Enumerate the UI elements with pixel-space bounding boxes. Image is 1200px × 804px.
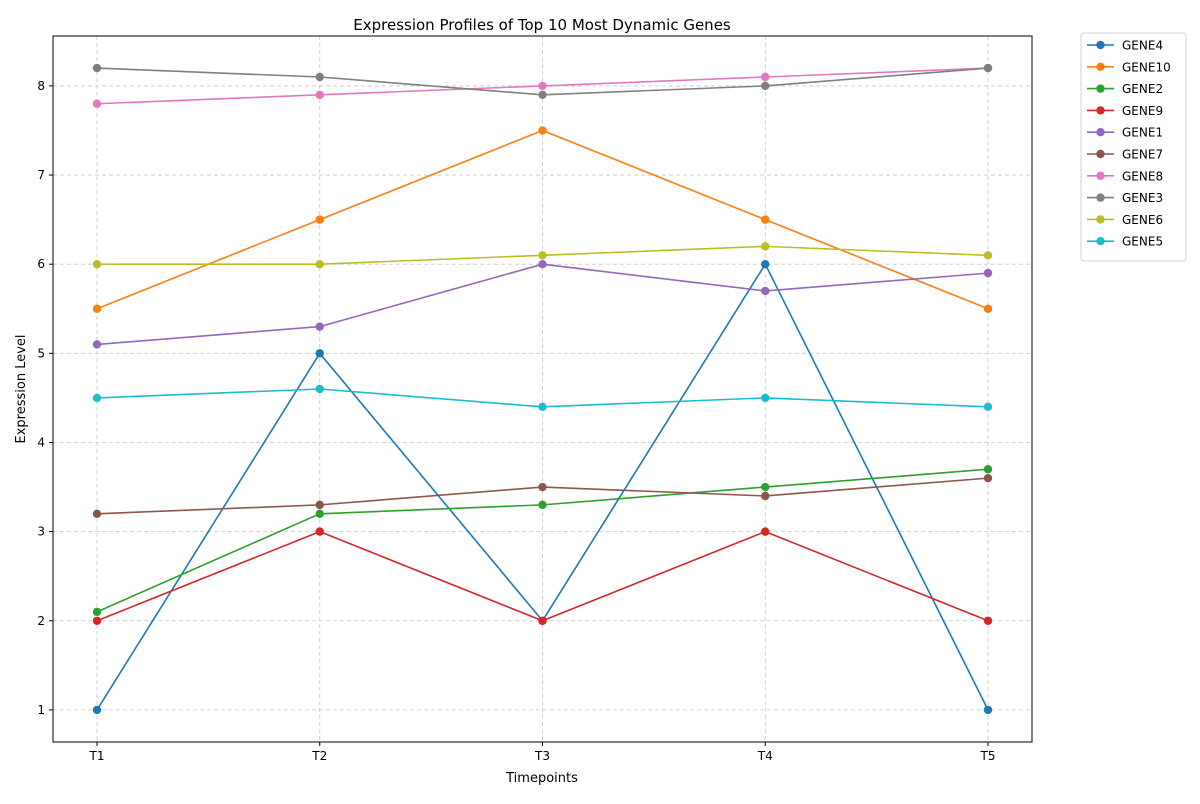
series-gene2: [92, 465, 993, 617]
data-point-gene10: [983, 304, 993, 313]
data-point-gene10: [761, 215, 770, 224]
legend-label-gene6: GENE6: [1122, 213, 1163, 227]
legend-frame: [1080, 32, 1187, 262]
x-tick-label: T1: [89, 749, 105, 763]
x-tick-label: T2: [311, 749, 327, 763]
data-point-gene7: [315, 500, 324, 510]
series-gene5: [92, 384, 993, 412]
data-point-gene9: [538, 616, 547, 625]
chart-title: Expression Profiles of Top 10 Most Dynam…: [353, 16, 731, 34]
data-point-gene6: [538, 251, 547, 260]
y-tick-label: 5: [37, 346, 45, 360]
legend-marker-gene5: [1096, 237, 1105, 246]
data-point-gene4: [761, 260, 770, 269]
data-point-gene3: [92, 63, 102, 73]
legend-label-gene5: GENE5: [1122, 235, 1163, 249]
legend-marker-gene2: [1096, 84, 1105, 93]
data-point-gene4: [92, 705, 102, 715]
legend-label-gene9: GENE9: [1122, 104, 1163, 118]
data-point-gene5: [538, 402, 547, 412]
data-point-gene5: [761, 393, 770, 403]
legend-label-gene4: GENE4: [1122, 39, 1163, 53]
data-point-gene6: [983, 251, 993, 260]
legend-marker-gene8: [1096, 171, 1105, 180]
y-tick-label: 1: [37, 703, 45, 717]
data-point-gene9: [761, 527, 770, 536]
legend-marker-gene3: [1096, 193, 1105, 202]
data-point-gene10: [315, 215, 324, 224]
series-gene6: [92, 242, 993, 269]
legend: GENE4 GENE10 GENE2 GENE9 GENE1 GENE7 GENE8 GENE…: [1080, 32, 1187, 262]
series-gene9: [92, 527, 993, 625]
x-tick-label: T3: [534, 749, 550, 763]
y-tick-label: 6: [37, 257, 45, 271]
legend-label-gene2: GENE2: [1122, 82, 1163, 96]
data-point-gene8: [315, 90, 324, 100]
legend-marker-gene9: [1096, 106, 1105, 115]
data-point-gene5: [315, 384, 324, 394]
data-point-gene1: [983, 268, 993, 278]
legend-marker-gene7: [1096, 149, 1105, 159]
data-point-gene6: [92, 260, 102, 269]
data-point-gene7: [983, 473, 993, 483]
legend-label-gene3: GENE3: [1122, 191, 1163, 205]
x-axis-label: Timepoints: [505, 771, 578, 786]
legend-marker-gene10: [1096, 62, 1105, 71]
data-point-gene5: [983, 402, 993, 412]
legend-label-gene1: GENE1: [1122, 126, 1163, 140]
y-tick-label: 8: [37, 79, 45, 93]
x-axis: T1 T2 T3 T4 T5: [89, 742, 996, 763]
data-point-gene7: [92, 509, 102, 518]
data-point-gene5: [92, 393, 102, 403]
data-point-gene1: [538, 260, 547, 269]
y-axis-label: Expression Level: [14, 334, 29, 443]
series-gene7: [92, 473, 993, 518]
data-point-gene3: [761, 81, 770, 91]
data-point-gene8: [761, 72, 770, 82]
data-point-gene7: [538, 482, 547, 492]
data-point-gene10: [538, 126, 547, 135]
legend-label-gene7: GENE7: [1122, 148, 1163, 162]
y-tick-label: 3: [37, 525, 45, 539]
y-tick-label: 2: [37, 614, 45, 628]
data-point-gene2: [761, 482, 770, 492]
series-layer: [92, 63, 993, 715]
legend-label-gene8: GENE8: [1122, 169, 1163, 183]
data-point-gene1: [315, 322, 324, 331]
data-point-gene8: [92, 99, 102, 108]
grid: [53, 36, 1032, 742]
data-point-gene2: [92, 607, 102, 617]
data-point-gene7: [761, 491, 770, 501]
data-point-gene2: [983, 465, 993, 474]
data-point-gene3: [538, 90, 547, 100]
data-point-gene1: [92, 340, 102, 349]
data-point-gene10: [92, 304, 102, 313]
data-point-gene6: [315, 260, 324, 269]
series-gene1: [92, 260, 993, 349]
legend-marker-gene6: [1096, 215, 1105, 224]
y-tick-label: 4: [37, 435, 45, 449]
data-point-gene3: [315, 72, 324, 82]
data-point-gene4: [315, 349, 324, 358]
data-point-gene8: [538, 81, 547, 91]
legend-label-gene10: GENE10: [1122, 60, 1171, 74]
legend-marker-gene4: [1096, 40, 1105, 50]
data-point-gene2: [538, 500, 547, 510]
data-point-gene6: [761, 242, 770, 251]
data-point-gene2: [315, 509, 324, 518]
data-point-gene9: [92, 616, 102, 625]
legend-marker-gene1: [1096, 128, 1105, 137]
data-point-gene9: [983, 616, 993, 625]
data-point-gene3: [983, 63, 993, 73]
x-tick-label: T4: [757, 749, 773, 763]
data-point-gene4: [983, 705, 993, 715]
series-gene3: [92, 63, 993, 100]
y-tick-label: 7: [37, 168, 45, 182]
x-tick-label: T5: [980, 749, 996, 763]
data-point-gene1: [761, 286, 770, 296]
y-axis: 1 2 3 4 5 6 7 8: [37, 79, 53, 717]
data-point-gene9: [315, 527, 324, 536]
